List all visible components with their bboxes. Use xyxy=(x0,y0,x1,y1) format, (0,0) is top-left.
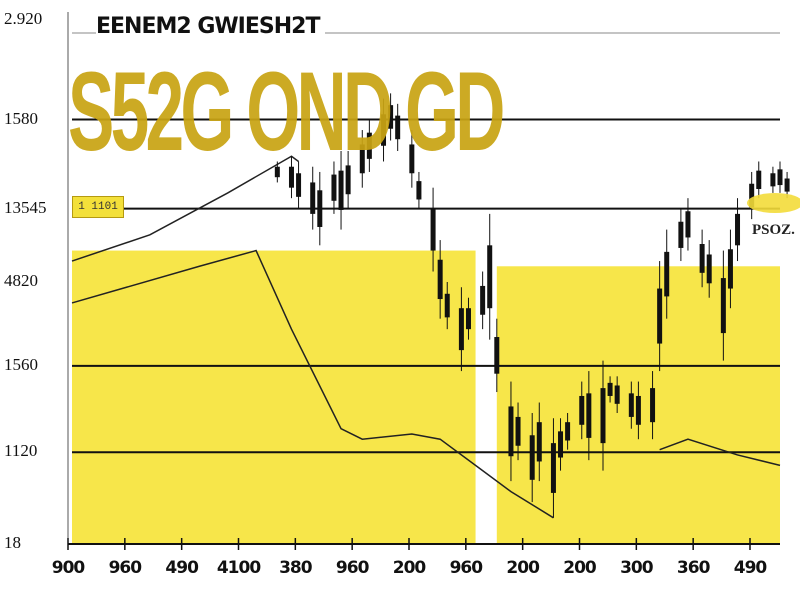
candle-body-15 xyxy=(430,208,436,251)
candle-body-2 xyxy=(296,173,302,197)
corner-mark: PSOZ. xyxy=(752,222,795,238)
x-tick-label: 960 xyxy=(108,558,142,578)
candle-body-27 xyxy=(550,443,556,493)
candle-body-30 xyxy=(579,395,585,425)
x-tick-label: 300 xyxy=(620,558,653,578)
y-tick-label: 1580 xyxy=(4,108,38,128)
series-line-2 xyxy=(659,438,781,467)
x-tick-label: 960 xyxy=(449,558,483,578)
candle-body-11 xyxy=(388,105,394,129)
candle-body-47 xyxy=(749,183,755,208)
x-tick-label: 900 xyxy=(51,558,85,578)
candle-body-12 xyxy=(395,115,401,140)
candle-body-8 xyxy=(359,144,365,174)
candle-body-36 xyxy=(635,395,641,425)
candle-body-31 xyxy=(586,393,592,438)
y-tick-label: 4820 xyxy=(4,271,38,290)
candle-body-49 xyxy=(770,173,776,187)
x-tick-label: 490 xyxy=(733,558,767,578)
series-line-0 xyxy=(71,155,300,262)
candle-body-39 xyxy=(664,251,670,297)
candle-body-41 xyxy=(685,211,691,238)
candle-body-13 xyxy=(409,144,415,174)
candle-body-10 xyxy=(381,114,387,146)
yellow-band-0 xyxy=(72,250,476,544)
candle-body-44 xyxy=(720,278,726,334)
candle-body-6 xyxy=(338,170,344,210)
value-tag: 1 1101 xyxy=(72,196,124,218)
candle-body-29 xyxy=(565,422,571,441)
candle-body-32 xyxy=(600,388,606,444)
candle-body-43 xyxy=(706,254,712,284)
x-tick-label: 360 xyxy=(676,558,710,578)
x-tick-label: 200 xyxy=(563,558,596,578)
candle-body-48 xyxy=(756,170,762,189)
candle-body-35 xyxy=(628,393,634,417)
series-line-1 xyxy=(71,249,554,519)
y-tick-label: 2.920 xyxy=(4,9,43,28)
candle-body-7 xyxy=(345,165,351,195)
chart-title: S52G OND GD xyxy=(68,49,505,174)
candle-body-45 xyxy=(727,249,733,289)
yellow-blob xyxy=(747,193,800,213)
candle-body-9 xyxy=(366,132,372,159)
candle-body-18 xyxy=(458,308,464,351)
candle-body-51 xyxy=(784,178,790,192)
candle-body-34 xyxy=(614,385,620,404)
candle-body-0 xyxy=(274,166,280,178)
candle-body-20 xyxy=(480,285,486,315)
candle-body-3 xyxy=(310,182,316,214)
candle-body-1 xyxy=(288,166,294,188)
candle-body-46 xyxy=(735,213,741,246)
candle-body-4 xyxy=(317,190,323,227)
candle-body-21 xyxy=(487,245,493,309)
candle-body-23 xyxy=(508,406,514,457)
y-tick-label: 1120 xyxy=(4,441,38,461)
candle-body-38 xyxy=(657,288,663,344)
candle-body-42 xyxy=(699,244,705,273)
x-tick-label: 4100 xyxy=(216,558,261,578)
candle-body-28 xyxy=(558,431,564,458)
candle-body-17 xyxy=(444,293,450,318)
candle-body-5 xyxy=(331,174,337,201)
y-tick-label: 1560 xyxy=(4,354,38,374)
x-tick-label: 960 xyxy=(335,558,369,578)
candle-body-25 xyxy=(529,435,535,480)
y-tick-label: 13545 xyxy=(4,197,47,217)
x-tick-label: 490 xyxy=(165,558,198,578)
candle-body-14 xyxy=(416,181,422,200)
candle-body-50 xyxy=(777,169,783,186)
x-tick-label: 200 xyxy=(506,558,539,578)
candle-body-24 xyxy=(515,416,521,446)
candle-body-33 xyxy=(607,382,613,396)
y-tick-label: 18 xyxy=(4,533,21,552)
candle-body-22 xyxy=(494,337,500,374)
candle-body-37 xyxy=(650,388,656,423)
chart-subtitle: EENEM2 GWIESH2T xyxy=(96,14,326,39)
candle-body-40 xyxy=(678,221,684,248)
candle-body-16 xyxy=(437,259,443,300)
candle-body-19 xyxy=(465,308,471,330)
x-tick-label: 380 xyxy=(279,558,312,578)
candle-body-26 xyxy=(536,422,542,462)
x-tick-label: 200 xyxy=(392,558,426,578)
